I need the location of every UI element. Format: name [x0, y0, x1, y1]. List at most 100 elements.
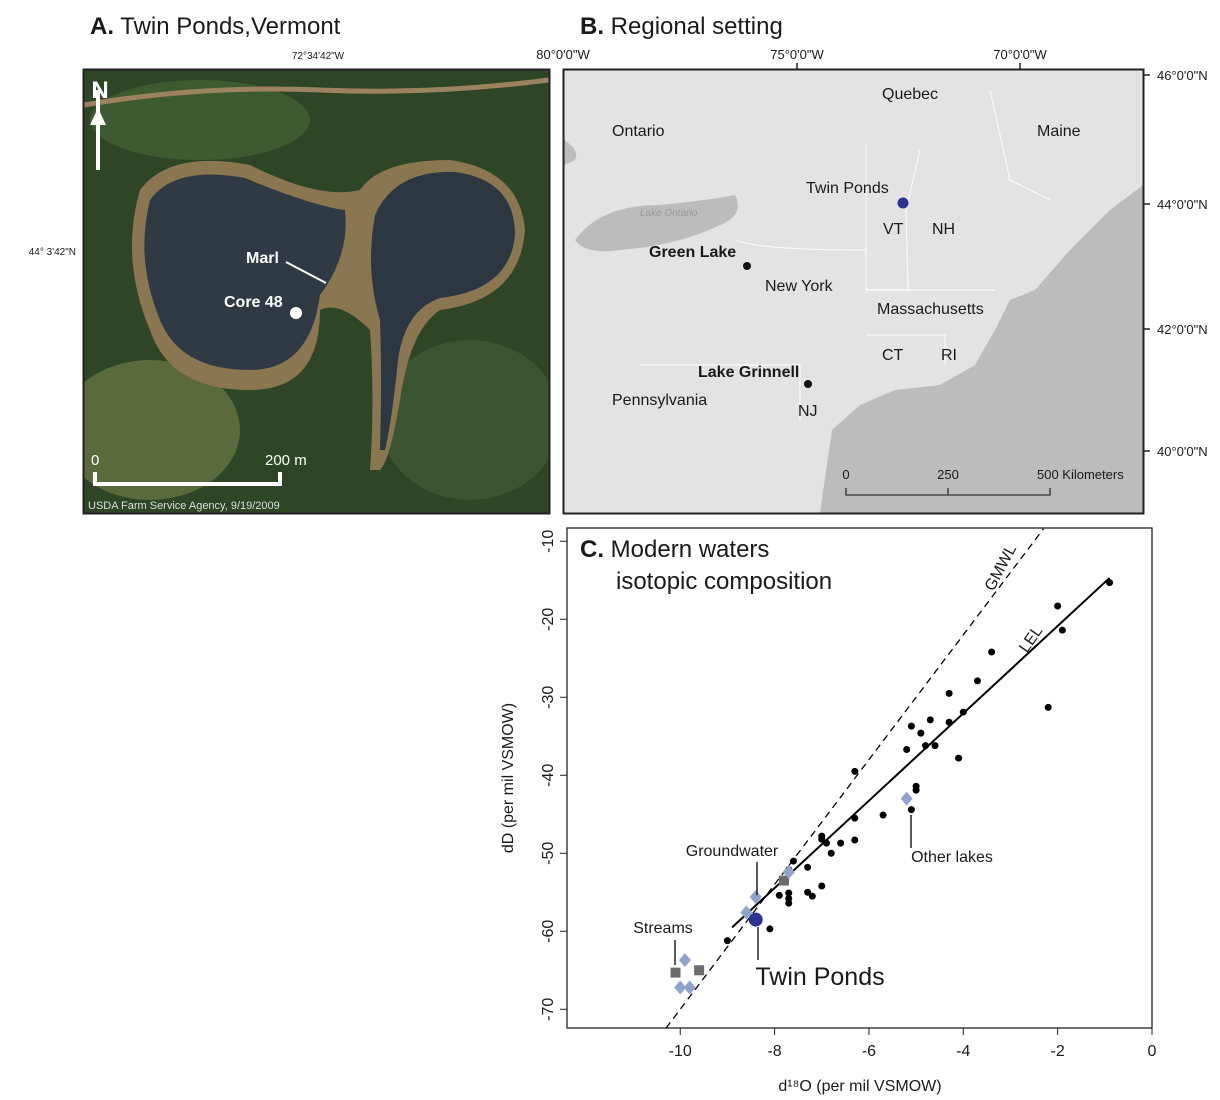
core-site [290, 307, 302, 319]
photo-credit: USDA Farm Service Agency, 9/19/2009 [88, 500, 280, 512]
panel-a: A. Twin Ponds,Vermont 72°34'42"W 44° 3'4… [29, 13, 551, 515]
x-tick-label: -10 [669, 1043, 692, 1060]
diamond-point [782, 864, 795, 879]
lake-point [818, 882, 826, 890]
scale-label: 250 [937, 467, 959, 482]
lake-point [818, 832, 826, 840]
lake-point [879, 811, 887, 819]
lake-point [907, 722, 915, 730]
panel-c: C. Modern waters isotopic composition d¹… [500, 527, 1157, 1095]
longitude-label: 80°0'0"W [536, 47, 590, 62]
chart-title: isotopic composition [616, 568, 832, 595]
place-label: NJ [798, 403, 818, 420]
lake-point [851, 836, 859, 844]
y-tick-label: -40 [540, 764, 557, 787]
map: Lake Ontario [564, 70, 1143, 513]
diamond-point [740, 905, 753, 920]
square-point [670, 967, 681, 978]
lake-label: Lake Ontario [640, 208, 698, 219]
lake-point [959, 708, 967, 716]
annotation: Streams [633, 920, 693, 937]
lake-point [988, 648, 996, 656]
latitude-label: 46°0'0"N [1157, 68, 1208, 83]
core-label: Core 48 [224, 294, 283, 311]
lake-point [789, 857, 797, 865]
diamond-point [674, 980, 687, 995]
lake-point [766, 925, 774, 933]
lake-point [804, 888, 812, 896]
lake-point [785, 899, 793, 907]
lake-point [931, 742, 939, 750]
lake-point [851, 814, 859, 822]
lake-point [804, 863, 812, 871]
marl-label: Marl [246, 250, 279, 267]
x-tick-label: -4 [956, 1043, 970, 1060]
lake-point [973, 677, 981, 685]
lake-point [945, 718, 953, 726]
lake-point [1106, 579, 1114, 587]
x-tick-label: -8 [767, 1043, 781, 1060]
plot-area [665, 528, 1114, 1028]
annotation: Groundwater [686, 843, 779, 860]
annotation: Twin Ponds [755, 963, 884, 991]
panel-label: A. Twin Ponds,Vermont [90, 13, 341, 40]
place-label: Twin Ponds [806, 180, 889, 197]
square-point [779, 875, 790, 886]
lake-point [723, 937, 731, 945]
y-tick-label: -10 [540, 530, 557, 553]
longitude-label: 72°34'42"W [292, 51, 345, 62]
lake-point [775, 891, 783, 899]
place-label: CT [882, 347, 904, 364]
scale-end: 200 m [265, 452, 307, 469]
x-tick-label: 0 [1148, 1043, 1157, 1060]
lake-point [926, 716, 934, 724]
place-label: Maine [1037, 123, 1081, 140]
y-tick-label: -60 [540, 920, 557, 943]
diamond-point [683, 980, 696, 995]
x-tick-label: -2 [1051, 1043, 1065, 1060]
y-axis-label: dD (per mil VSMOW) [500, 703, 517, 853]
place-label: Pennsylvania [612, 392, 707, 409]
scale-bar [845, 488, 1051, 496]
place-label: Quebec [882, 86, 938, 103]
lake-point [903, 746, 911, 754]
place-label: New York [765, 278, 834, 295]
diamond-point [749, 889, 762, 904]
lake-point [912, 786, 920, 794]
longitude-label: 70°0'0"W [993, 47, 1047, 62]
place-label: Massachusetts [877, 301, 984, 318]
place-label: VT [883, 221, 904, 238]
scale-label: 500 Kilometers [1037, 467, 1124, 482]
plot-frame [566, 527, 1153, 1029]
longitude-label: 75°0'0"W [770, 47, 824, 62]
annotation: Other lakes [911, 849, 993, 866]
lake-point [917, 729, 925, 737]
latitude-label: 44° 3'42"N [29, 247, 76, 258]
place-label: Ontario [612, 123, 665, 140]
scale-start: 0 [91, 452, 99, 469]
scale-bar [93, 472, 282, 486]
lake-point [1054, 602, 1062, 610]
y-tick-label: -20 [540, 608, 557, 631]
lake-point [785, 889, 793, 897]
x-axis-label: d¹⁸O (per mil VSMOW) [778, 1078, 941, 1095]
x-tick-label: -6 [862, 1043, 876, 1060]
y-tick-label: -30 [540, 686, 557, 709]
aerial-photo: N Marl Core 48 0 200 m USDA Farm Service… [84, 70, 549, 513]
lake-point [837, 839, 845, 847]
latitude-label: 44°0'0"N [1157, 197, 1208, 212]
fit-line [665, 528, 1045, 1028]
north-label: N [91, 77, 108, 104]
lake-point [1044, 703, 1052, 711]
lake-point [907, 806, 915, 814]
y-tick-label: -70 [540, 998, 557, 1021]
lake-point [822, 839, 830, 847]
y-tick-label: -50 [540, 842, 557, 865]
lake-point [955, 754, 963, 762]
fit-line [731, 577, 1111, 929]
square-point [694, 965, 705, 976]
site-lake-grinnell [804, 380, 812, 388]
lake-point [922, 742, 930, 750]
place-label: NH [932, 221, 955, 238]
